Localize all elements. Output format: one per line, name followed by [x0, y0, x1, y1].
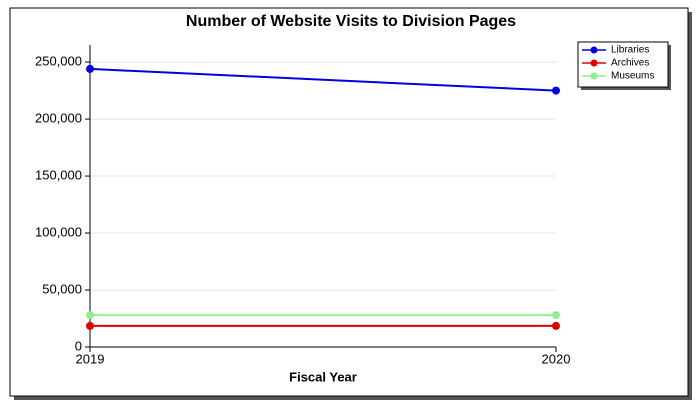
y-tick-label: 100,000 [35, 224, 82, 239]
y-tick-label: 250,000 [35, 54, 82, 69]
point [552, 321, 560, 330]
y-tick-label: 200,000 [35, 111, 82, 126]
legend-marker [590, 46, 598, 54]
x-axis-title: Fiscal Year [289, 369, 357, 384]
series-line [89, 67, 557, 92]
point [552, 311, 560, 320]
y-tick-label: 150,000 [35, 167, 82, 182]
legend-label: Archives [611, 58, 649, 69]
point [86, 321, 94, 330]
point [86, 64, 94, 73]
x-tick-label: 2020 [542, 351, 571, 366]
legend-label: Libraries [611, 45, 649, 56]
legend-marker [590, 59, 598, 67]
x-tick-label: 2019 [76, 351, 105, 366]
y-tick-label: 0 [75, 338, 82, 353]
point [552, 86, 560, 95]
chart-title: Number of Website Visits to Division Pag… [186, 13, 516, 30]
y-tick-label: 50,000 [42, 281, 82, 296]
legend-marker [590, 72, 598, 80]
point [86, 311, 94, 320]
legend-label: Museums [611, 71, 654, 82]
frame [9, 7, 689, 397]
